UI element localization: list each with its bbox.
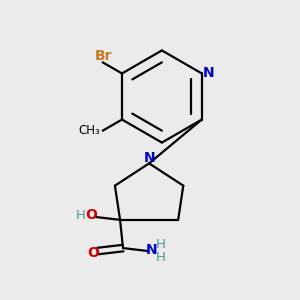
Text: O: O [87,246,99,260]
Text: CH₃: CH₃ [78,124,100,137]
Text: N: N [202,67,214,80]
Text: Br: Br [95,49,112,63]
Text: N: N [143,151,155,165]
Text: O: O [85,208,97,222]
Text: H: H [76,209,85,222]
Text: N: N [146,243,157,256]
Text: H: H [156,251,166,264]
Text: H: H [156,238,166,251]
